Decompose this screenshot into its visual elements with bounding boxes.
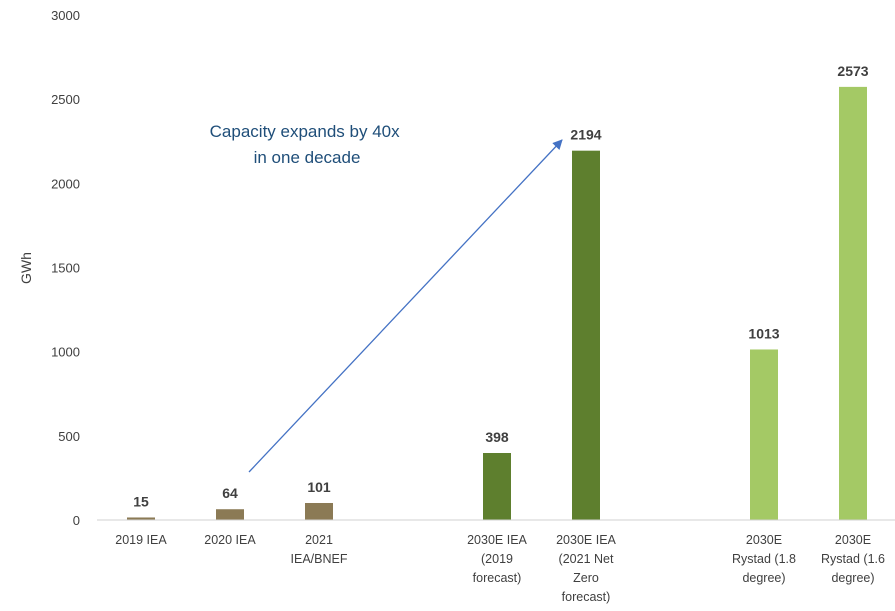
category-label-line: Rystad (1.8 [732,552,796,566]
growth-arrow [248,139,563,473]
data-label: 398 [485,429,509,445]
category-label-line: degree) [831,571,874,585]
data-label: 64 [222,485,238,501]
data-label: 15 [133,493,149,509]
bar-series [127,86,867,521]
category-label: 2020 IEA [204,533,256,547]
bar [305,502,333,520]
category-label: 2030E IEA (2019 forecast) [467,533,527,585]
bar [216,509,244,520]
category-labels: 2019 IEA 2020 IEA 2021 IEA/BNEF 2030E IEA (20… [115,533,885,604]
y-tick-label: 1500 [51,261,80,276]
data-label: 2194 [570,127,601,143]
bar [839,86,867,521]
data-label: 101 [307,479,331,495]
category-label-line: degree) [742,571,785,585]
category-label-line: forecast) [473,571,522,585]
category-label-line: 2019 IEA [115,533,167,547]
category-label-line: (2021 Net [559,552,614,566]
data-labels: 15 64 101 398 2194 1013 2573 [133,63,869,510]
y-tick-label: 1000 [51,345,80,360]
category-label-line: 2020 IEA [204,533,256,547]
category-label: 2021 IEA/BNEF [291,533,348,566]
data-label: 2573 [837,63,868,79]
category-label-line: 2030E [835,533,871,547]
annotation-line-1: Capacity expands by 40x [210,122,400,141]
category-label-line: (2019 [481,552,513,566]
annotation-text: Capacity expands by 40x in one decade [210,122,405,167]
y-tick-label: 0 [73,513,80,528]
y-axis-label: GWh [18,252,34,284]
bar [572,150,600,520]
y-tick-label: 2000 [51,176,80,191]
category-label-line: Rystad (1.6 [821,552,885,566]
category-label: 2019 IEA [115,533,167,547]
bar [127,517,155,520]
category-label-line: IEA/BNEF [291,552,348,566]
data-label: 1013 [748,325,779,341]
category-label: 2030E Rystad (1.6 degree) [821,533,885,585]
y-tick-label: 500 [58,429,80,444]
bar [750,349,778,520]
category-label-line: forecast) [562,590,611,604]
category-label-line: 2030E IEA [467,533,527,547]
category-label-line: Zero [573,571,599,585]
bar [483,453,511,520]
category-label-line: 2030E IEA [556,533,616,547]
category-label-line: 2021 [305,533,333,547]
category-label-line: 2030E [746,533,782,547]
category-label: 2030E Rystad (1.8 degree) [732,533,796,585]
y-tick-label: 2500 [51,92,80,107]
annotation-line-2: in one decade [254,148,361,167]
y-tick-label: 3000 [51,8,80,23]
y-axis: 0 500 1000 1500 2000 2500 3000 [51,8,80,528]
category-label: 2030E IEA (2021 Net Zero forecast) [556,533,616,604]
